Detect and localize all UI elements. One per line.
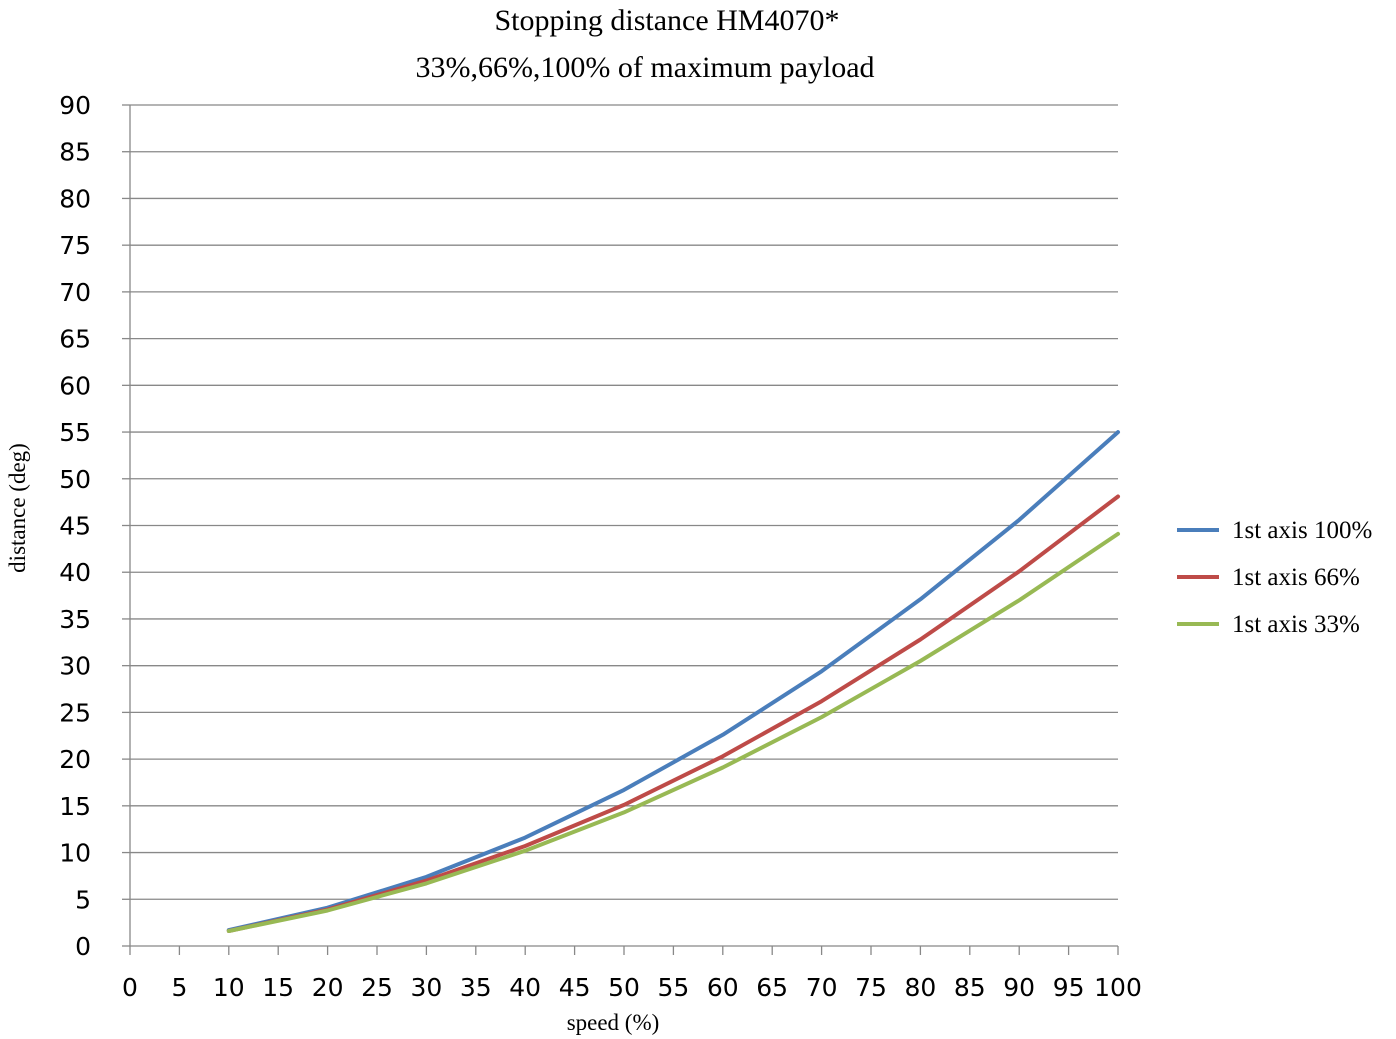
y-tick-label: 0 (75, 932, 91, 961)
x-tick-label: 60 (707, 973, 739, 1002)
x-tick-label: 85 (954, 973, 986, 1002)
x-tick-label: 75 (855, 973, 887, 1002)
x-tick-label: 45 (559, 973, 591, 1002)
y-tick-label: 40 (59, 558, 91, 587)
chart-title: Stopping distance HM4070* (495, 4, 840, 37)
series-line-2 (226, 494, 1120, 933)
y-tick-label: 55 (59, 418, 91, 447)
series-line-3 (226, 531, 1120, 933)
y-tick-label: 90 (59, 91, 91, 120)
legend-label: 1st axis 100% (1232, 517, 1372, 544)
y-tick-label: 5 (75, 885, 91, 914)
series-lines (226, 430, 1120, 933)
y-tick-label: 75 (59, 231, 91, 260)
x-axis-label: speed (%) (567, 1010, 660, 1035)
y-axis-label: distance (deg) (5, 443, 30, 573)
y-tick-label: 70 (59, 278, 91, 307)
x-tick-label: 15 (262, 973, 294, 1002)
y-tick-label: 45 (59, 512, 91, 541)
tick-labels: 0 5 10 15 20 25 30 35 40 45 50 55 60 65 70 75 80 85 90 0 5 10… (59, 91, 1142, 1002)
y-tick-label: 30 (59, 652, 91, 681)
y-tick-label: 85 (59, 138, 91, 167)
x-tick-label: 100 (1094, 973, 1142, 1002)
x-tick-label: 30 (410, 973, 442, 1002)
x-tick-label: 0 (122, 973, 138, 1002)
chart-subtitle: 33%,66%,100% of maximum payload (415, 51, 874, 84)
y-tick-label: 20 (59, 745, 91, 774)
x-tick-label: 10 (213, 973, 245, 1002)
legend-label: 1st axis 33% (1232, 611, 1360, 638)
y-tick-label: 80 (59, 184, 91, 213)
x-tick-label: 90 (1003, 973, 1035, 1002)
x-tick-label: 25 (361, 973, 393, 1002)
x-tick-label: 20 (312, 973, 344, 1002)
y-tick-label: 65 (59, 325, 91, 354)
x-tick-label: 80 (904, 973, 936, 1002)
y-tick-label: 50 (59, 465, 91, 494)
x-tick-label: 70 (806, 973, 838, 1002)
x-tick-label: 50 (608, 973, 640, 1002)
x-tick-label: 65 (756, 973, 788, 1002)
axes (122, 104, 1119, 955)
x-tick-label: 35 (460, 973, 492, 1002)
x-tick-label: 55 (657, 973, 689, 1002)
x-tick-label: 5 (171, 973, 187, 1002)
y-tick-label: 10 (59, 839, 91, 868)
y-tick-label: 60 (59, 371, 91, 400)
x-tick-label: 95 (1053, 973, 1085, 1002)
y-tick-label: 35 (59, 605, 91, 634)
series-line-1 (226, 430, 1120, 933)
grid-lines (130, 104, 1118, 900)
legend-label: 1st axis 66% (1232, 564, 1360, 591)
y-tick-label: 25 (59, 698, 91, 727)
x-tick-label: 40 (509, 973, 541, 1002)
legend: 1st axis 100% 1st axis 66% 1st axis 33% (1177, 517, 1372, 638)
y-tick-label: 15 (59, 792, 91, 821)
